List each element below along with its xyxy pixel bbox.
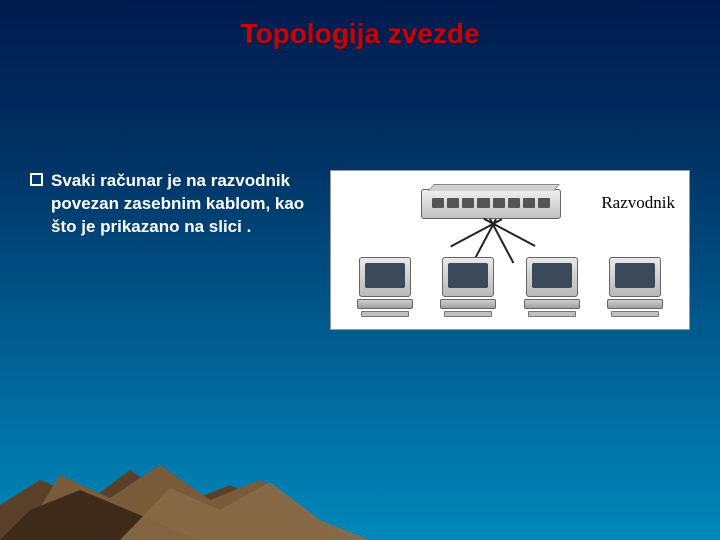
computer-base (524, 299, 580, 309)
cable (450, 218, 502, 247)
keyboard-icon (611, 311, 659, 317)
computer-row (331, 257, 689, 317)
monitor-icon (442, 257, 494, 297)
computer-base (357, 299, 413, 309)
bullet-square-icon (30, 173, 43, 186)
hub-device (421, 189, 561, 219)
mountain-decoration (0, 450, 720, 540)
keyboard-icon (528, 311, 576, 317)
hub-port (477, 198, 489, 208)
hub-port (493, 198, 505, 208)
computer-base (607, 299, 663, 309)
monitor-icon (359, 257, 411, 297)
content-row: Svaki računar je na razvodnik povezan za… (0, 170, 720, 330)
hub-port (432, 198, 444, 208)
computer (520, 257, 584, 317)
computer (436, 257, 500, 317)
hub-port (508, 198, 520, 208)
monitor-icon (526, 257, 578, 297)
computer-base (440, 299, 496, 309)
bullet-text: Svaki računar je na razvodnik povezan za… (51, 170, 310, 239)
computer (603, 257, 667, 317)
hub-port (538, 198, 550, 208)
hub-label: Razvodnik (601, 193, 675, 213)
monitor-icon (609, 257, 661, 297)
hub-port (523, 198, 535, 208)
slide-title: Topologija zvezde (0, 0, 720, 50)
hub-ports (432, 198, 550, 208)
star-topology-diagram: Razvodnik (330, 170, 690, 330)
keyboard-icon (444, 311, 492, 317)
bullet-item: Svaki računar je na razvodnik povezan za… (30, 170, 310, 239)
computer (353, 257, 417, 317)
keyboard-icon (361, 311, 409, 317)
hub-port (462, 198, 474, 208)
hub-port (447, 198, 459, 208)
